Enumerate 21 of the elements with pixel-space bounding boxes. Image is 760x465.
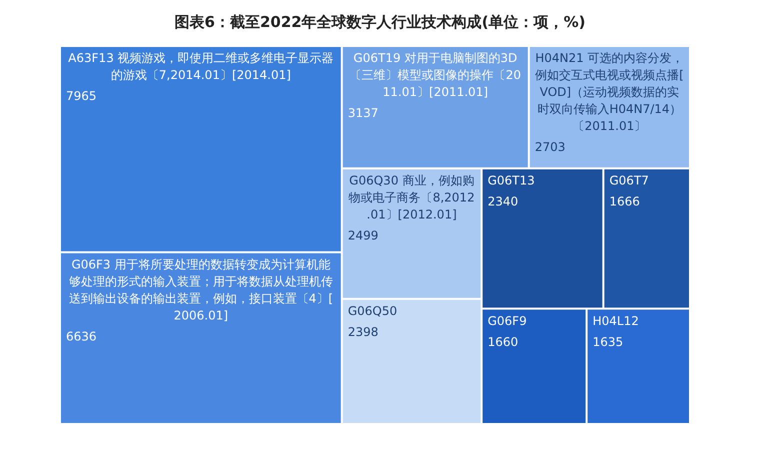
data-label: 2499: [348, 228, 378, 243]
category-label: G06T19 对用于电脑制图的3D〔三维〕模型或图像的操作〔2011.01〕[2011.01]: [350, 51, 521, 100]
data-label: 2398: [348, 324, 378, 339]
data-label: 1666: [609, 194, 640, 209]
data-label: 1635: [592, 334, 624, 349]
category-label: H04L12: [592, 314, 639, 328]
data-label: 3137: [348, 106, 378, 120]
category-label: H04N21 可选的内容分发，例如交互式电视或视频点播[VOD]（运动视频数据的实时双向传输入H04N7/14）〔2011.01〕: [535, 51, 684, 134]
data-label: 6636: [66, 329, 97, 344]
data-label: 1660: [488, 334, 518, 349]
category-label: G06Q50: [348, 304, 398, 318]
category-label: G06Q30 商业，例如购物或电子商务〔8,2012.01〕[2012.01]: [348, 174, 475, 222]
category-label: G06T7: [609, 174, 649, 188]
data-label: 2703: [534, 140, 566, 154]
category-label: G06F3 用于将所要处理的数据转变成为计算机能够处理的形式的输入装置；用于将数据从处理机传送到输出设备的输出装置，例如，接口装置〔4〕[2006.01]: [68, 257, 334, 322]
data-label: 7965: [66, 89, 97, 104]
category-label: A63F13 视频游戏，即使用二维或多维电子显示器的游戏〔7,2014.01〕[2014.01]: [68, 51, 334, 82]
category-label: G06T13: [488, 174, 535, 188]
category-label: G06F9: [488, 314, 527, 328]
text: 图表6：截至2022年全球数字人行业技术构成(单位：项，%): [174, 12, 586, 33]
data-label: 2340: [488, 194, 518, 209]
